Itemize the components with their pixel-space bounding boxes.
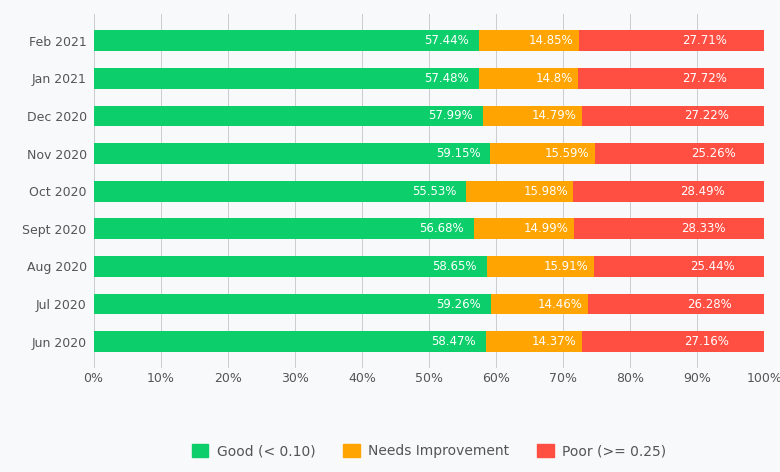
Bar [94,219,473,239]
Bar [473,219,574,239]
Bar [573,181,764,202]
Bar [588,294,764,314]
Text: 56.68%: 56.68% [419,222,464,236]
Bar [594,256,764,277]
Text: 27.71%: 27.71% [682,34,728,47]
Text: 57.44%: 57.44% [424,34,469,47]
Bar [486,331,582,352]
Text: 14.99%: 14.99% [524,222,569,236]
Bar [491,294,588,314]
Text: 15.98%: 15.98% [523,185,568,198]
Bar [94,256,487,277]
Bar [94,294,491,314]
Text: 55.53%: 55.53% [412,185,456,198]
Bar [582,106,764,126]
Text: 14.8%: 14.8% [536,72,573,85]
Text: 14.37%: 14.37% [532,335,577,348]
Bar [94,331,486,352]
Text: 15.59%: 15.59% [545,147,590,160]
Text: 58.65%: 58.65% [432,260,477,273]
Text: 28.49%: 28.49% [680,185,725,198]
Text: 58.47%: 58.47% [431,335,476,348]
Bar [579,30,764,51]
Text: 25.44%: 25.44% [690,260,735,273]
Bar [491,143,595,164]
Text: 27.22%: 27.22% [684,110,729,122]
Bar [595,143,764,164]
Text: 15.91%: 15.91% [544,260,588,273]
Bar [582,331,764,352]
Bar [483,106,582,126]
Legend: Good (< 0.10), Needs Improvement, Poor (>= 0.25): Good (< 0.10), Needs Improvement, Poor (… [186,439,672,464]
Text: 59.26%: 59.26% [436,297,481,311]
Text: 59.15%: 59.15% [436,147,480,160]
Text: 25.26%: 25.26% [691,147,736,160]
Bar [574,219,764,239]
Text: 14.46%: 14.46% [538,297,583,311]
Text: 27.72%: 27.72% [682,72,728,85]
Bar [479,68,579,89]
Bar [579,68,764,89]
Bar [479,30,579,51]
Bar [94,181,466,202]
Bar [94,106,483,126]
Text: 57.48%: 57.48% [424,72,469,85]
Text: 57.99%: 57.99% [427,110,473,122]
Text: 26.28%: 26.28% [687,297,732,311]
Text: 14.85%: 14.85% [529,34,573,47]
Bar [487,256,594,277]
Text: 27.16%: 27.16% [684,335,729,348]
Bar [466,181,573,202]
Text: 28.33%: 28.33% [681,222,725,236]
Bar [94,68,479,89]
Bar [94,30,479,51]
Bar [94,143,491,164]
Text: 14.79%: 14.79% [531,110,576,122]
